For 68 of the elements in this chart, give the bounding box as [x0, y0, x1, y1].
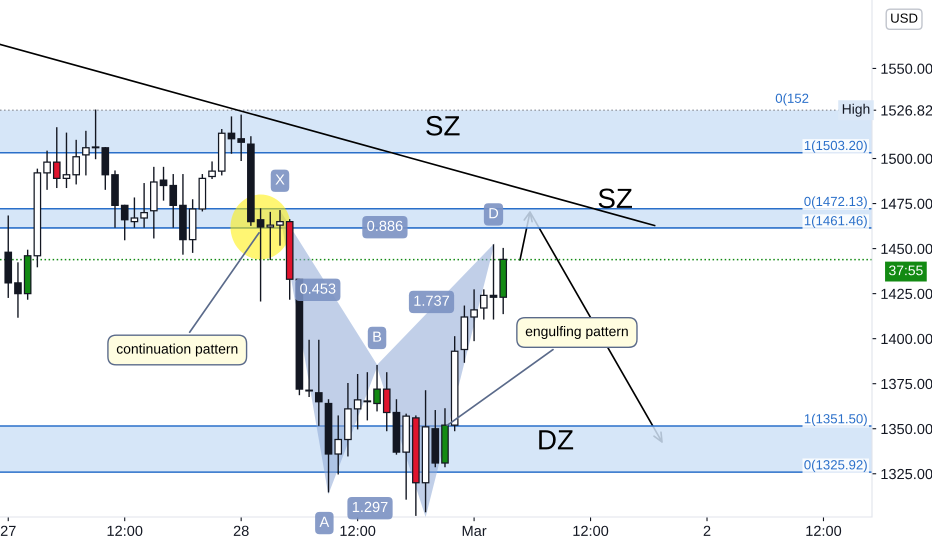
- ref-line-label: High: [842, 104, 870, 117]
- x-tick-label: 12:00: [340, 526, 376, 536]
- candlestick: [373, 364, 381, 412]
- annotation: X: [275, 174, 285, 185]
- x-tick-label: 27: [0, 526, 16, 536]
- y-tick-label: 1425.00: [881, 288, 932, 300]
- candlestick: [276, 210, 284, 246]
- y-tick-label: 1475.00: [881, 198, 932, 209]
- ref-line-label: 1(1351.50): [804, 414, 867, 426]
- annotation: SZ: [598, 188, 632, 208]
- annotation: 1.737: [414, 296, 450, 306]
- candlestick: [72, 140, 80, 184]
- annotation: SZ: [426, 116, 460, 136]
- ref-line-label: 0(1472.13): [804, 196, 867, 209]
- candlestick: [160, 166, 168, 201]
- annotation: 0(152: [776, 93, 808, 106]
- ref-line-label: 1(1503.20): [804, 140, 867, 153]
- annotation: engulfing pattern: [526, 326, 628, 339]
- y-tick-label: 1350.00: [881, 424, 932, 434]
- annotation: D: [489, 208, 498, 218]
- y-tick-label: 1526.82: [881, 105, 932, 116]
- candlestick: [480, 289, 488, 320]
- candlestick: [43, 150, 51, 190]
- ref-line-label: 1(1461.46): [804, 216, 867, 228]
- candlestick: [130, 197, 138, 228]
- annotation: A: [320, 516, 330, 527]
- x-tick-label: 12:00: [573, 526, 608, 536]
- candlestick: [140, 183, 148, 228]
- y-tick-label: 1500.00: [881, 154, 932, 164]
- x-tick-label: 12:00: [108, 526, 142, 536]
- candlestick: [364, 372, 372, 420]
- x-tick-label: 12:00: [806, 526, 842, 536]
- candlestick: [470, 289, 478, 342]
- y-tick-label: 1550.00: [881, 64, 932, 74]
- candlestick: [120, 204, 129, 240]
- candlestick: [305, 340, 313, 397]
- candlestick: [314, 340, 323, 426]
- candlestick: [354, 374, 362, 430]
- candlestick: [52, 127, 61, 188]
- candlestick: [169, 174, 178, 228]
- candlestick: [382, 372, 391, 432]
- candlestick: [62, 132, 70, 188]
- x-tick-label: 2: [704, 526, 710, 536]
- annotation: DZ: [539, 430, 574, 450]
- annotation: 0.886: [367, 220, 403, 232]
- candlestick: [92, 110, 100, 160]
- y-tick-label: 1325.00: [881, 468, 932, 480]
- x-tick-label: Mar: [462, 526, 486, 536]
- annotation: B: [373, 332, 382, 342]
- candlestick: [14, 262, 22, 318]
- text: 37:55: [889, 265, 923, 276]
- candlestick: [334, 415, 342, 474]
- ref-line-label: 0(1325.92): [804, 460, 867, 472]
- candlestick: [208, 161, 216, 180]
- y-tick-label: 1450.00: [881, 244, 932, 254]
- text: USD: [891, 13, 918, 23]
- y-tick-label: 1400.00: [881, 334, 932, 344]
- candlestick: [228, 116, 236, 154]
- candlestick: [82, 130, 90, 176]
- annotation: continuation pattern: [116, 344, 238, 356]
- candlestick: [266, 212, 274, 260]
- y-tick-label: 1375.00: [881, 378, 932, 390]
- annotation: 0.453: [300, 283, 336, 294]
- candlestick: [237, 114, 245, 162]
- candlestick: [490, 244, 498, 320]
- annotation: 1.297: [352, 502, 388, 512]
- candlestick: [256, 208, 264, 302]
- x-tick-label: 28: [234, 526, 249, 536]
